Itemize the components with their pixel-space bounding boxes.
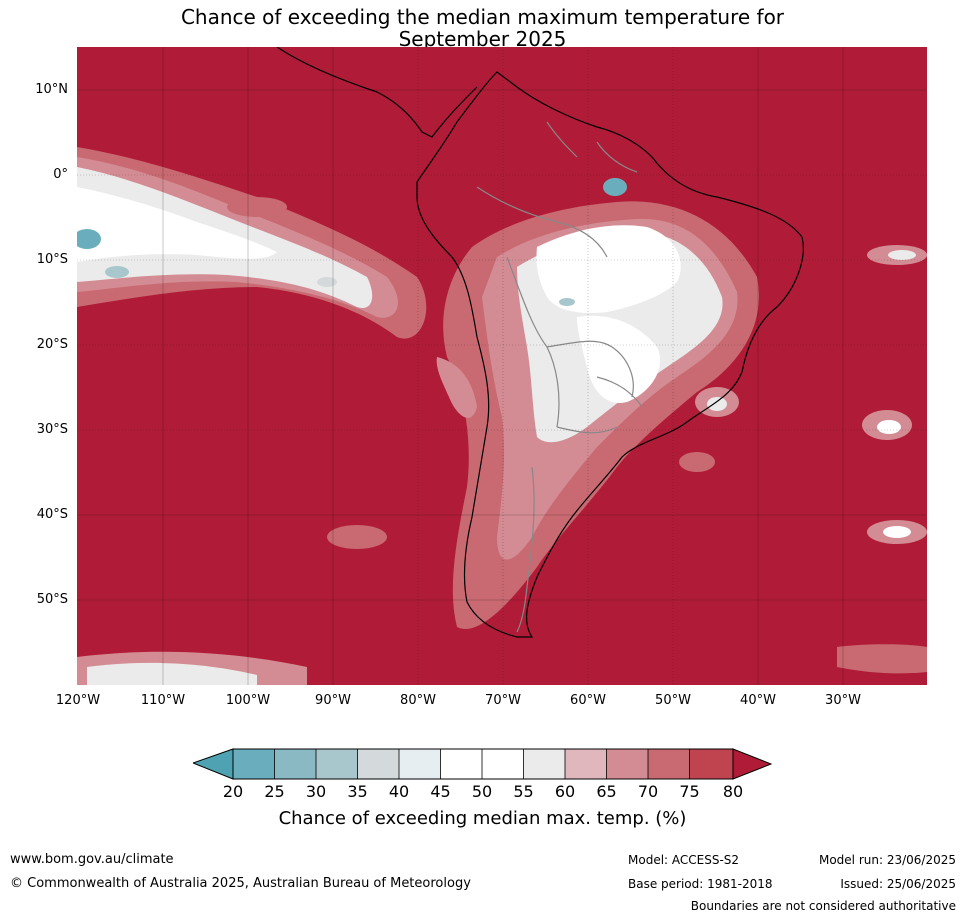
colorbar-tick-55: 55 [513, 782, 534, 801]
colorbar [193, 748, 773, 780]
lat-label-10n: 10°N [35, 82, 68, 97]
atlantic-anomaly-patches [227, 197, 927, 549]
map-title-line2: September 2025 [398, 27, 567, 51]
colorbar-tick-65: 65 [596, 782, 617, 801]
lon-label-30w: 30°W [825, 693, 861, 708]
lat-label-0: 0° [53, 167, 68, 182]
colorbar-tick-35: 35 [347, 782, 368, 801]
colorbar-swatch-45-50 [440, 749, 482, 779]
colorbar-swatch-35-40 [357, 749, 399, 779]
colorbar-high-arrow [732, 748, 773, 780]
colorbar-tick-25: 25 [264, 782, 285, 801]
colorbar-tick-45: 45 [430, 782, 451, 801]
colorbar-tick-30: 30 [305, 782, 327, 801]
lon-label-110w: 110°W [140, 693, 186, 708]
lat-label-10s: 10°S [36, 252, 68, 267]
lon-label-100w: 100°W [225, 693, 271, 708]
colorbar-swatch-40-45 [399, 749, 441, 779]
footer-model-run: Model run: 23/06/2025 [818, 853, 956, 867]
lon-label-40w: 40°W [740, 693, 776, 708]
footer-model: Model: ACCESS-S2 [628, 853, 740, 867]
colorbar-label: Chance of exceeding median max. temp. (%… [278, 808, 687, 829]
footer-url[interactable]: www.bom.gov.au/climate [10, 852, 174, 867]
colorbar-swatch-60-65 [565, 749, 607, 779]
colorbar-swatch-65-70 [606, 749, 648, 779]
colorbar-tick-50: 50 [471, 782, 493, 801]
lon-label-120w: 120°W [55, 693, 101, 708]
colorbar-tick-70: 70 [637, 782, 659, 801]
lon-label-80w: 80°W [400, 693, 436, 708]
lat-label-40s: 40°S [36, 507, 68, 522]
footer-base-period: Base period: 1981-2018 [628, 877, 773, 891]
map-canvas [77, 47, 927, 685]
colorbar-tick-20: 20 [222, 782, 244, 801]
footer-issued: Issued: 25/06/2025 [840, 877, 956, 891]
colorbar-swatch-70-75 [648, 749, 690, 779]
probability-map [77, 47, 927, 685]
lon-label-90w: 90°W [315, 693, 351, 708]
colorbar-tick-60: 60 [554, 782, 576, 801]
south-america-anomaly [436, 178, 759, 629]
southern-band [77, 644, 927, 685]
colorbar-swatch-55-60 [523, 749, 565, 779]
colorbar-swatch-30-35 [316, 749, 358, 779]
lat-label-50s: 50°S [36, 592, 68, 607]
south-america-coastline [416, 71, 804, 638]
colorbar-swatch-50-55 [482, 749, 524, 779]
graticule [77, 47, 927, 685]
pacific-anomaly-band [77, 147, 427, 339]
colorbar-swatch-75-80 [689, 749, 733, 779]
colorbar-low-arrow [193, 748, 234, 780]
lon-label-50w: 50°W [655, 693, 691, 708]
country-borders [476, 121, 643, 633]
central-america-coastline [276, 47, 478, 138]
colorbar-tick-40: 40 [388, 782, 410, 801]
footer-boundaries-note: Boundaries are not considered authoritat… [690, 899, 956, 913]
colorbar-tick-75: 75 [679, 782, 700, 801]
lon-label-60w: 60°W [570, 693, 606, 708]
map-title-line1: Chance of exceeding the median maximum t… [180, 5, 785, 29]
colorbar-swatch-20-25 [233, 749, 275, 779]
footer-copyright: © Commonwealth of Australia 2025, Austra… [10, 876, 471, 891]
lat-label-20s: 20°S [36, 337, 68, 352]
colorbar-tick-80: 80 [722, 782, 744, 801]
lon-label-70w: 70°W [485, 693, 521, 708]
lat-label-30s: 30°S [36, 422, 68, 437]
colorbar-swatch-25-30 [274, 749, 316, 779]
